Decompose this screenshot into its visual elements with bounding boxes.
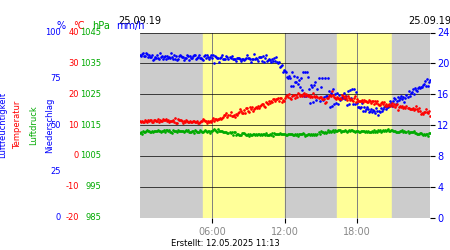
Text: hPa: hPa bbox=[92, 21, 110, 31]
Text: Erstellt: 12.05.2025 11:13: Erstellt: 12.05.2025 11:13 bbox=[171, 238, 280, 248]
Text: Temperatur: Temperatur bbox=[14, 101, 22, 149]
Text: 25: 25 bbox=[50, 167, 61, 176]
Bar bbox=[337, 32, 392, 218]
Bar bbox=[203, 32, 285, 218]
Text: Luftfeuchtigkeit: Luftfeuchtigkeit bbox=[0, 92, 7, 158]
Text: °C: °C bbox=[73, 21, 85, 31]
Text: 30: 30 bbox=[68, 59, 79, 68]
Text: -10: -10 bbox=[65, 182, 79, 191]
Text: 20: 20 bbox=[68, 90, 79, 99]
Text: %: % bbox=[56, 21, 65, 31]
Bar bbox=[392, 32, 430, 218]
Text: 995: 995 bbox=[86, 182, 101, 191]
Bar bbox=[284, 32, 337, 218]
Text: 1015: 1015 bbox=[80, 120, 101, 130]
Text: 100: 100 bbox=[45, 28, 61, 37]
Text: 1045: 1045 bbox=[80, 28, 101, 37]
Text: 1025: 1025 bbox=[80, 90, 101, 99]
Text: 0: 0 bbox=[55, 213, 61, 222]
Text: Niederschlag: Niederschlag bbox=[45, 97, 54, 153]
Bar bbox=[140, 32, 203, 218]
Text: 10: 10 bbox=[68, 120, 79, 130]
Text: mm/h: mm/h bbox=[116, 21, 145, 31]
Text: 75: 75 bbox=[50, 74, 61, 83]
Text: 50: 50 bbox=[50, 120, 61, 130]
Text: 0: 0 bbox=[73, 151, 79, 160]
Text: 1035: 1035 bbox=[80, 59, 101, 68]
Text: 985: 985 bbox=[86, 213, 101, 222]
Text: 40: 40 bbox=[68, 28, 79, 37]
Text: Luftdruck: Luftdruck bbox=[29, 105, 38, 145]
Text: 1005: 1005 bbox=[80, 151, 101, 160]
Text: -20: -20 bbox=[65, 213, 79, 222]
